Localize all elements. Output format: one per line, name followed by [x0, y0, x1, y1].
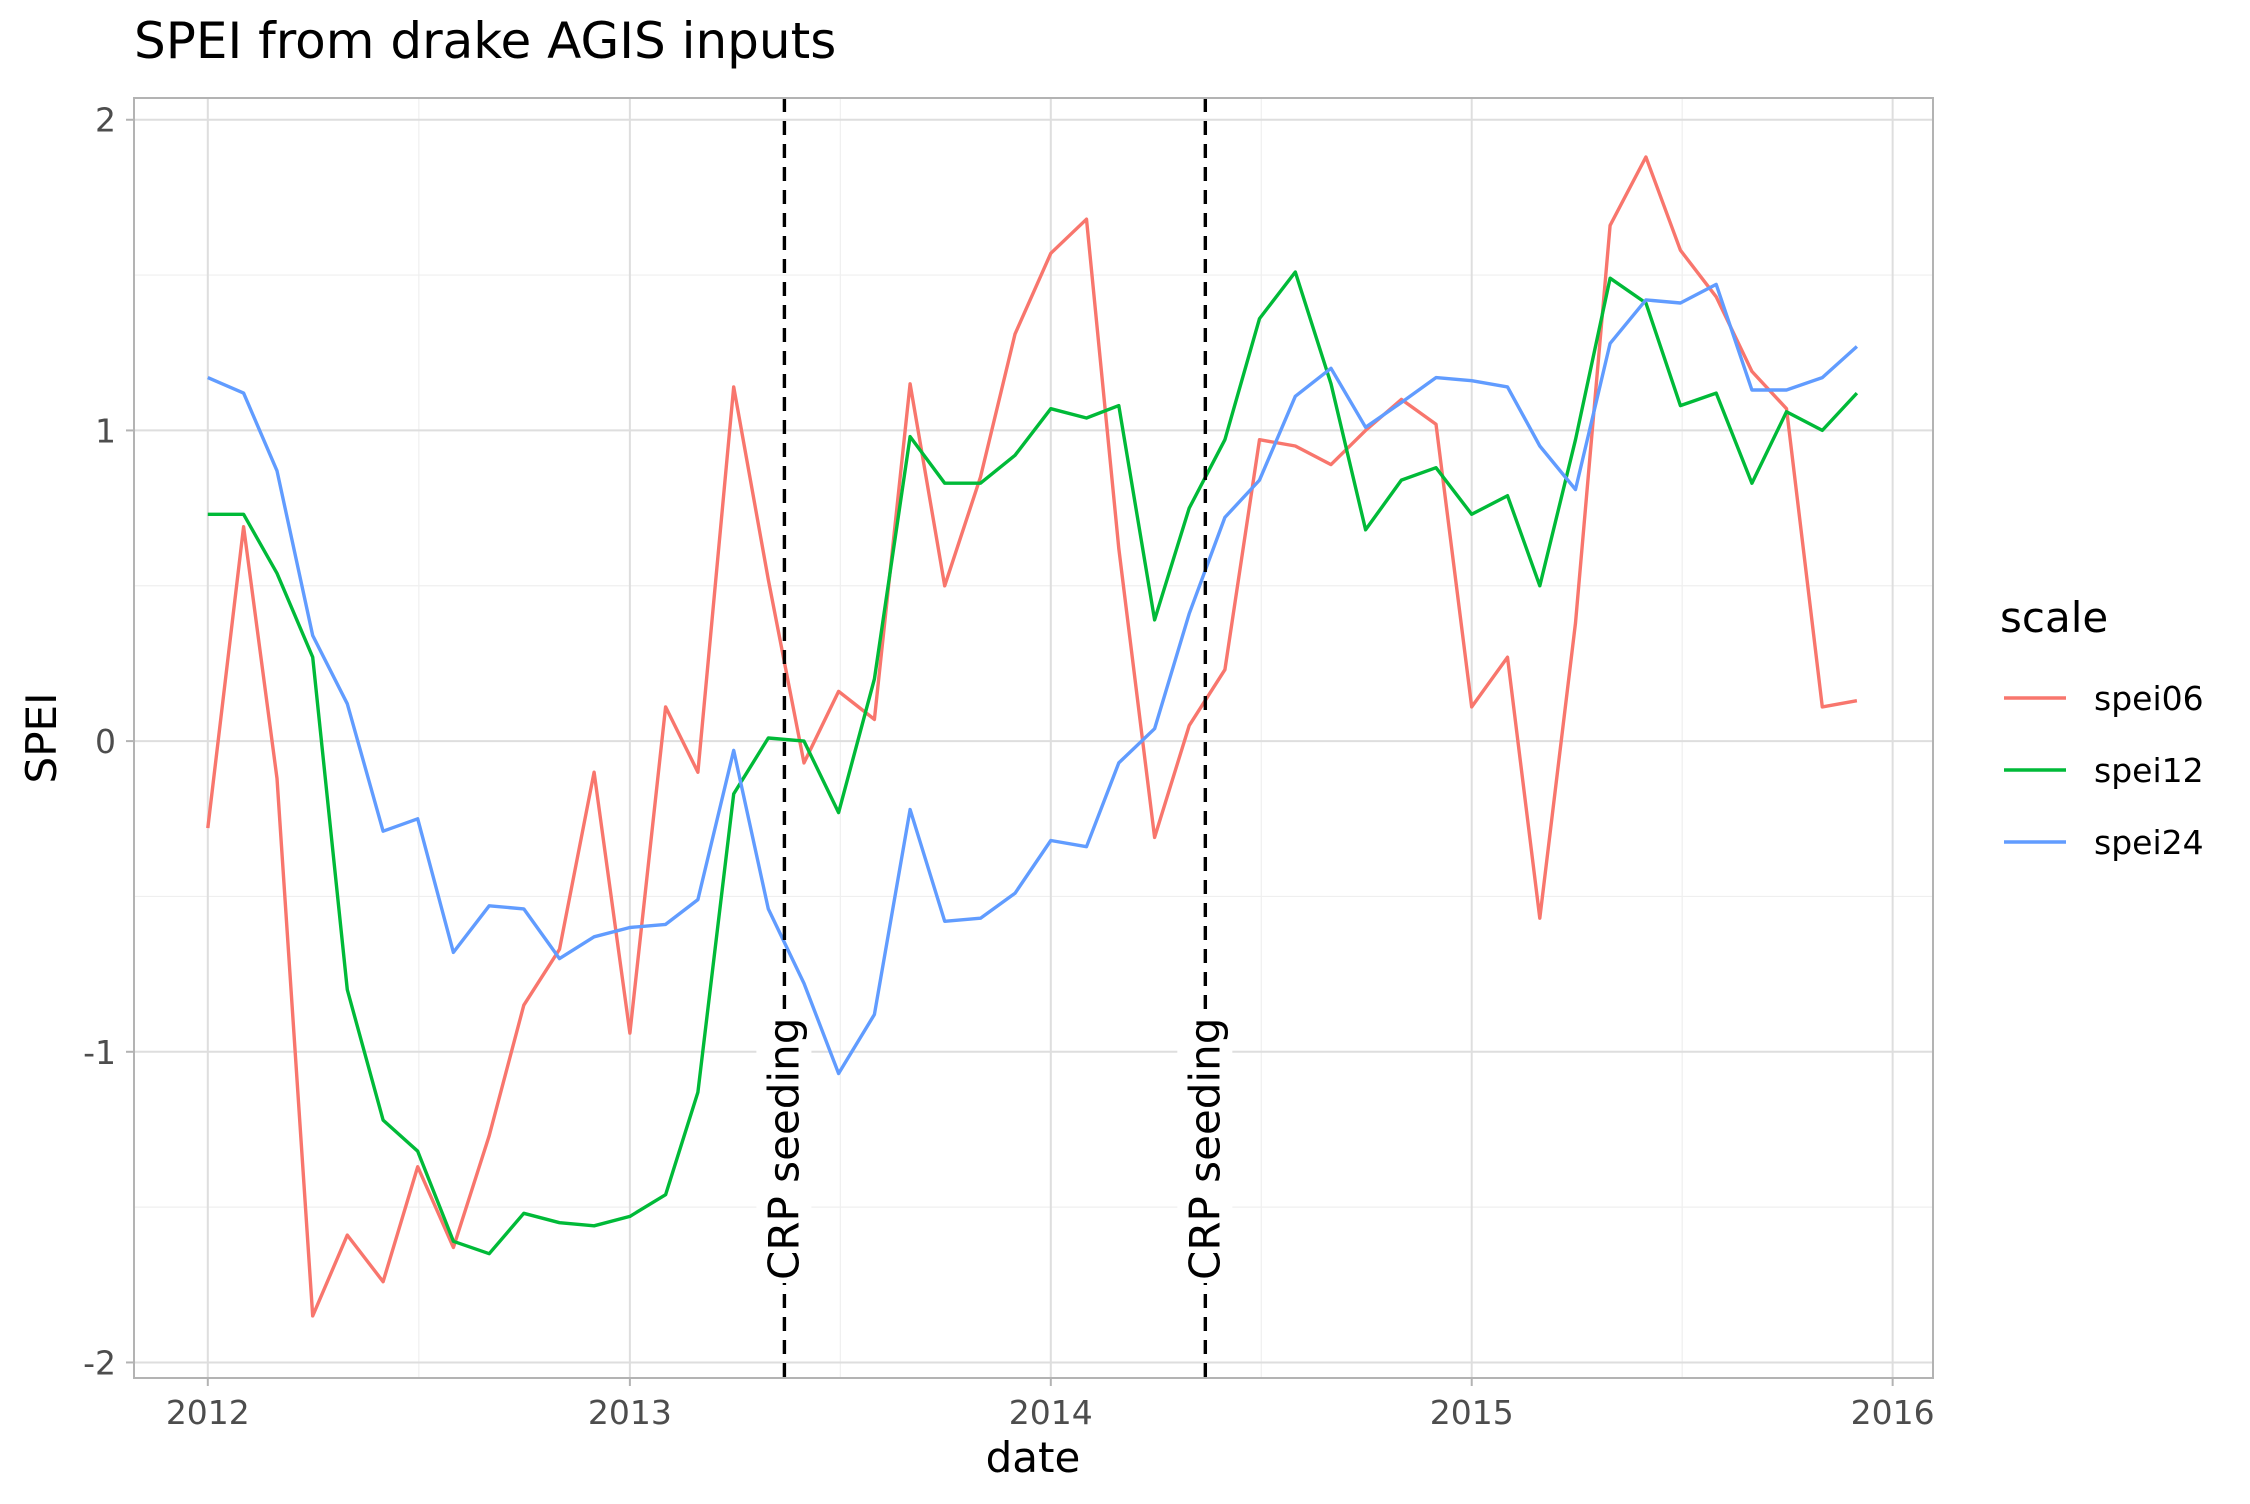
series-line-spei24 [207, 282, 1859, 1076]
legend: scale spei06 spei12 spei24 [2000, 593, 2204, 862]
legend-title: scale [2000, 593, 2108, 642]
vline-label: CRP seeding [1180, 1018, 1229, 1280]
x-axis-ticks: 2012 2013 2014 2015 2016 [166, 1378, 1935, 1432]
y-axis-ticks: -2 -1 0 1 2 [83, 101, 134, 1382]
vline-label-background [756, 1014, 812, 1283]
legend-items: spei06 spei12 spei24 [2004, 679, 2204, 862]
x-tick-label: 2014 [1009, 1393, 1093, 1432]
y-tick-label: 0 [95, 722, 116, 761]
legend-label-spei24: spei24 [2094, 823, 2204, 862]
y-tick-label: 1 [95, 411, 116, 450]
vline-layer: CRP seeding CRP seeding [756, 98, 1233, 1378]
series-line-spei06 [206, 155, 1858, 1318]
x-tick-label: 2016 [1851, 1393, 1935, 1432]
legend-label-spei06: spei06 [2094, 679, 2204, 718]
plot-panel-border [133, 97, 1934, 1379]
x-tick-label: 2015 [1430, 1393, 1514, 1432]
vline-label-background [1177, 1014, 1233, 1283]
y-tick-label: -2 [83, 1343, 116, 1382]
grid-minor [134, 98, 1933, 1378]
grid-major [134, 98, 1933, 1378]
x-tick-label: 2012 [166, 1393, 250, 1432]
y-tick-label: -1 [83, 1033, 116, 1072]
x-axis-label: date [986, 1433, 1081, 1482]
chart-title: SPEI from drake AGIS inputs [134, 12, 836, 70]
x-tick-label: 2013 [588, 1393, 672, 1432]
series-layer [206, 155, 1859, 1318]
y-axis-label: SPEI [17, 693, 66, 784]
legend-label-spei12: spei12 [2094, 751, 2204, 790]
series-line-spei12 [207, 270, 1859, 1256]
vline-label: CRP seeding [759, 1018, 808, 1280]
y-tick-label: 2 [95, 101, 116, 140]
